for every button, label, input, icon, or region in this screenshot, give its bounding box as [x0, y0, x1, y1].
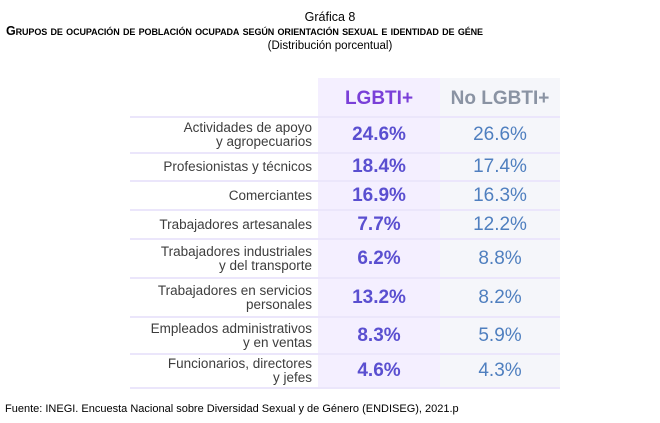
table-row: Trabajadores en servicios personales 13.2…: [130, 278, 560, 317]
row-divider: [130, 238, 560, 240]
row-label: Actividades de apoyo y agropecuarios: [183, 120, 312, 149]
row-label: Trabajadores en servicios personales: [157, 282, 312, 312]
source-note: Fuente: INEGI. Encuesta Nacional sobre D…: [5, 403, 459, 415]
table-row: Funcionarios, directores y jefes 4.6% 4.3%: [130, 354, 560, 388]
chart-title: Grupos de ocupación de población ocupada…: [6, 24, 483, 38]
value-lgbti: 18.4%: [352, 156, 406, 177]
chart-subtitle: (Distribución porcentual): [267, 40, 393, 52]
row-divider: [130, 209, 560, 211]
row-label: Profesionistas y técnicos: [163, 159, 312, 174]
row-divider: [130, 116, 560, 118]
graphic-number: Gráfica 8: [304, 10, 356, 24]
value-no-lgbti: 5.9%: [478, 324, 522, 346]
table-row: Profesionistas y técnicos 18.4% 17.4%: [130, 153, 560, 181]
value-no-lgbti: 17.4%: [473, 156, 527, 177]
row-label: Empleados administrativos y en ventas: [150, 320, 312, 350]
table-row: Trabajadores industriales y del transpor…: [130, 239, 560, 278]
row-divider: [130, 277, 560, 279]
row-divider: [130, 152, 560, 154]
value-no-lgbti: 8.2%: [478, 286, 522, 308]
table-row: Trabajadores artesanales 7.7% 12.2%: [130, 210, 560, 239]
table-row: Empleados administrativos y en ventas 8.3…: [130, 317, 560, 354]
value-lgbti: 16.9%: [352, 184, 406, 206]
row-divider: [130, 316, 560, 318]
row-divider: [130, 180, 560, 182]
table-row: Actividades de apoyo y agropecuarios 24.6…: [130, 117, 560, 153]
value-no-lgbti: 12.2%: [473, 213, 527, 235]
row-divider: [130, 353, 560, 355]
value-lgbti: 8.3%: [357, 324, 401, 346]
value-lgbti: 13.2%: [352, 286, 406, 308]
value-no-lgbti: 16.3%: [473, 184, 527, 206]
row-divider: [130, 387, 560, 389]
row-label: Trabajadores artesanales: [159, 216, 312, 232]
value-lgbti: 7.7%: [357, 213, 401, 235]
value-no-lgbti: 26.6%: [473, 124, 527, 145]
table-row: Comerciantes 16.9% 16.3%: [130, 181, 560, 210]
column-header-lgbti: LGBTI+: [344, 88, 414, 109]
value-no-lgbti: 4.3%: [478, 360, 522, 381]
lgbti-column-background: [318, 78, 440, 388]
column-header-no-lgbti: No LGBTI+: [450, 88, 550, 109]
row-label: Trabajadores industriales y del transpor…: [160, 243, 312, 273]
row-label: Comerciantes: [228, 187, 312, 203]
value-lgbti: 24.6%: [352, 124, 406, 145]
no-lgbti-column-background: [440, 78, 560, 388]
row-label: Funcionarios, directores y jefes: [167, 356, 312, 385]
value-no-lgbti: 8.8%: [478, 247, 522, 269]
value-lgbti: 6.2%: [357, 247, 401, 269]
value-lgbti: 4.6%: [357, 360, 401, 381]
